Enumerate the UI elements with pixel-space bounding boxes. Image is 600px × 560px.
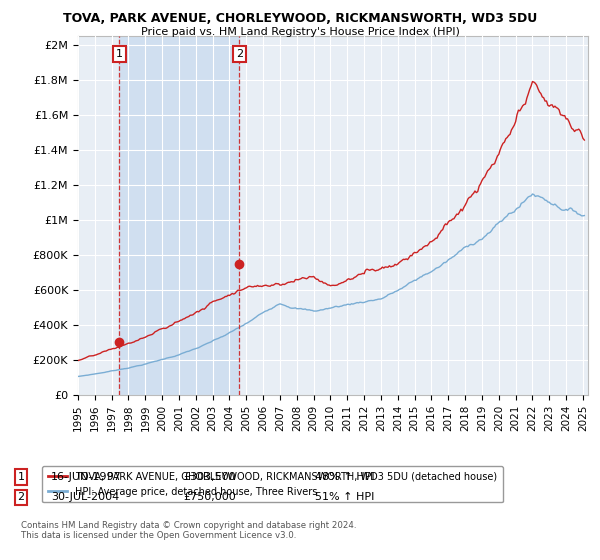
Text: 48% ↑ HPI: 48% ↑ HPI: [315, 472, 374, 482]
Text: Contains HM Land Registry data © Crown copyright and database right 2024.
This d: Contains HM Land Registry data © Crown c…: [21, 521, 356, 540]
Text: 2: 2: [17, 492, 25, 502]
Text: Price paid vs. HM Land Registry's House Price Index (HPI): Price paid vs. HM Land Registry's House …: [140, 27, 460, 37]
Legend: TOVA, PARK AVENUE, CHORLEYWOOD, RICKMANSWORTH, WD3 5DU (detached house), HPI: Av: TOVA, PARK AVENUE, CHORLEYWOOD, RICKMANS…: [42, 466, 503, 502]
Bar: [119, 36, 239, 395]
Text: 1: 1: [116, 49, 123, 59]
Text: £750,000: £750,000: [183, 492, 236, 502]
Text: £303,500: £303,500: [183, 472, 236, 482]
Text: 2: 2: [236, 49, 243, 59]
Text: 30-JUL-2004: 30-JUL-2004: [51, 492, 119, 502]
Text: 51% ↑ HPI: 51% ↑ HPI: [315, 492, 374, 502]
Text: 1: 1: [17, 472, 25, 482]
Text: TOVA, PARK AVENUE, CHORLEYWOOD, RICKMANSWORTH, WD3 5DU: TOVA, PARK AVENUE, CHORLEYWOOD, RICKMANS…: [63, 12, 537, 25]
Text: 16-JUN-1997: 16-JUN-1997: [51, 472, 122, 482]
